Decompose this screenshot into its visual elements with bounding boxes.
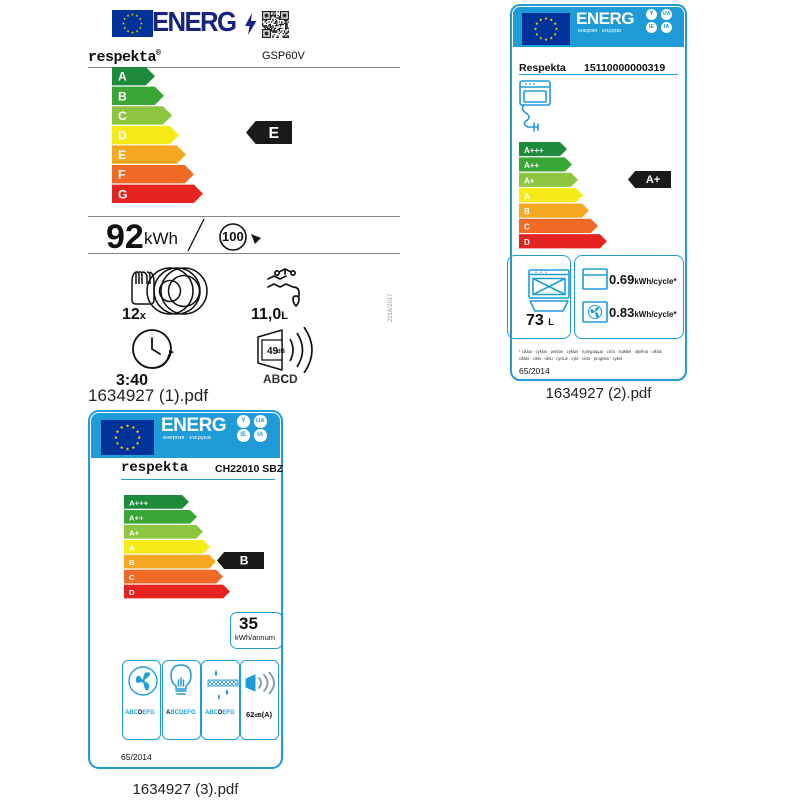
svg-text:G: G [118, 187, 127, 201]
svg-text:A+++: A+++ [129, 498, 149, 507]
svg-text:D: D [129, 588, 135, 597]
svg-text:A: A [129, 543, 135, 552]
svg-text:B: B [129, 558, 135, 567]
svg-text:E: E [118, 148, 126, 162]
svg-text:C: C [524, 223, 530, 232]
svg-text:B: B [524, 207, 530, 216]
svg-text:A: A [118, 70, 127, 84]
svg-text:C: C [129, 573, 135, 582]
svg-text:dB: dB [277, 349, 286, 355]
svg-text:C: C [118, 109, 127, 123]
svg-text:A++: A++ [524, 161, 539, 170]
svg-text:A+: A+ [129, 528, 140, 537]
svg-text:E: E [268, 125, 279, 142]
svg-text:A: A [524, 192, 530, 201]
svg-text:D: D [118, 129, 127, 143]
svg-text:A+: A+ [646, 174, 660, 186]
svg-text:B: B [118, 89, 127, 103]
svg-text:B: B [240, 554, 249, 568]
svg-text:D: D [524, 238, 530, 247]
svg-text:A+: A+ [524, 176, 535, 185]
svg-text:F: F [118, 168, 125, 182]
svg-text:A+++: A+++ [524, 146, 544, 155]
svg-text:A++: A++ [129, 513, 144, 522]
